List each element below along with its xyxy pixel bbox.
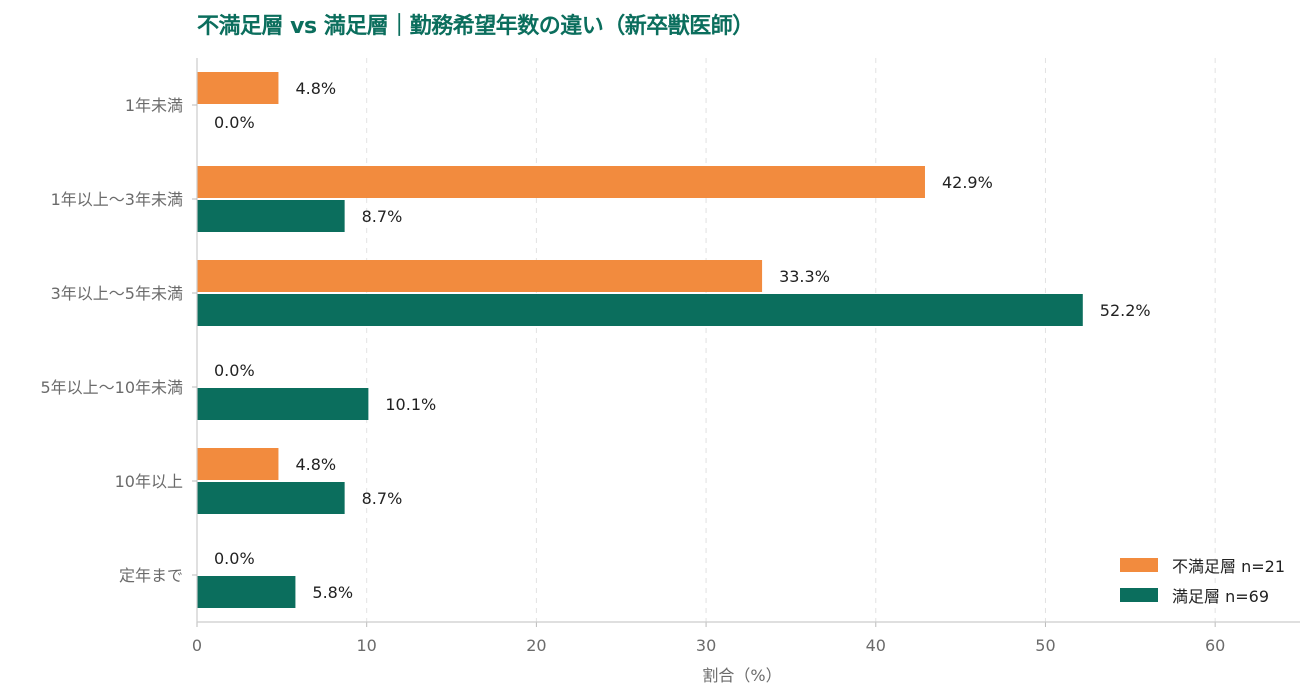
bar	[197, 576, 296, 608]
bar	[197, 200, 345, 232]
legend: 不満足層 n=21 満足層 n=69	[1120, 550, 1285, 610]
bar	[197, 166, 925, 198]
legend-swatch	[1120, 588, 1158, 602]
labels: 1年未満 4.8% 0.0% 1年以上〜3年未満 42.9% 8.7% 3年以上〜5年未満 3…	[40, 79, 1150, 602]
category-label: 10年以上	[115, 472, 183, 491]
x-tick-label: 20	[526, 636, 546, 655]
data-label: 52.2%	[1100, 301, 1151, 320]
category-label: 1年未満	[125, 96, 183, 115]
bar	[197, 260, 763, 292]
data-label: 0.0%	[214, 549, 255, 568]
data-label: 4.8%	[295, 455, 336, 474]
data-label: 5.8%	[312, 583, 353, 602]
data-label: 4.8%	[295, 79, 336, 98]
legend-swatch	[1120, 558, 1158, 572]
category-label: 1年以上〜3年未満	[51, 190, 183, 209]
bar	[197, 448, 279, 480]
x-tick-label: 10	[357, 636, 377, 655]
legend-label: 不満足層 n=21	[1172, 557, 1285, 576]
x-axis-title: 割合（%）	[702, 666, 781, 685]
data-label: 0.0%	[214, 113, 255, 132]
data-label: 8.7%	[362, 489, 403, 508]
category-label: 定年まで	[119, 566, 183, 585]
data-label: 10.1%	[385, 395, 436, 414]
x-tick-label: 40	[866, 636, 886, 655]
bar	[197, 294, 1083, 326]
x-tick-label: 60	[1205, 636, 1225, 655]
grid-lines	[366, 58, 1216, 622]
x-tick-label: 0	[192, 636, 202, 655]
x-tick-label: 50	[1035, 636, 1055, 655]
legend-item: 不満足層 n=21	[1120, 550, 1285, 580]
bar	[197, 482, 345, 514]
data-label: 33.3%	[779, 267, 830, 286]
bar	[197, 388, 369, 420]
category-label: 3年以上〜5年未満	[51, 284, 183, 303]
legend-item: 満足層 n=69	[1120, 580, 1285, 610]
x-tick-label: 30	[696, 636, 716, 655]
bars	[197, 72, 1083, 608]
bar	[197, 72, 279, 104]
data-label: 0.0%	[214, 361, 255, 380]
axes: 0 10 20 30 40 50 60	[192, 58, 1300, 655]
chart-title: 不満足層 vs 満足層｜勤務希望年数の違い（新卒獣医師）	[197, 14, 754, 39]
category-label: 5年以上〜10年未満	[40, 378, 183, 397]
data-label: 8.7%	[362, 207, 403, 226]
legend-label: 満足層 n=69	[1172, 587, 1269, 606]
data-label: 42.9%	[942, 173, 993, 192]
